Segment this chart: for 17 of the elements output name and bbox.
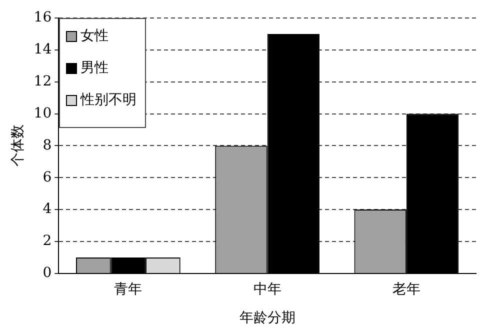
x-tick-label: 老年 (392, 281, 420, 298)
legend-label: 女性 (80, 27, 109, 45)
legend-label: 性别不明 (80, 91, 137, 109)
y-tick-label: 6 (42, 169, 52, 186)
y-axis-title: 个体数 (10, 124, 26, 167)
y-tick-label: 10 (34, 105, 52, 122)
y-tick-label: 4 (42, 201, 52, 218)
x-tick-label: 中年 (253, 281, 282, 298)
legend-label: 男性 (80, 59, 109, 77)
x-axis-title: 年龄分期 (239, 310, 296, 326)
y-tick-label: 8 (42, 137, 52, 154)
y-tick-label: 16 (34, 10, 52, 26)
x-tick-label: 青年 (114, 281, 142, 298)
y-tick-label: 14 (34, 42, 52, 58)
y-tick-label: 12 (34, 73, 52, 90)
y-tick-label: 2 (42, 233, 52, 250)
y-tick-label: 0 (42, 265, 52, 282)
